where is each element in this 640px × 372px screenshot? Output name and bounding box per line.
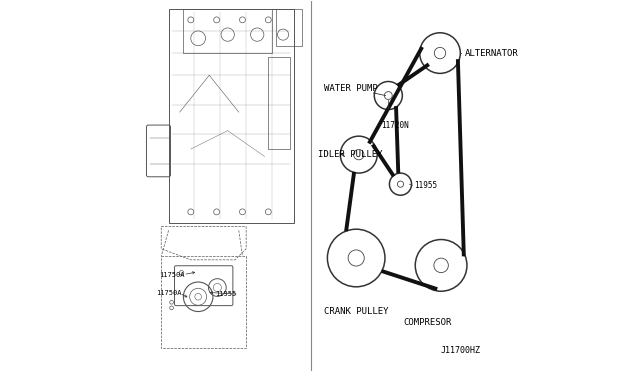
- Text: IDLER PULLEY: IDLER PULLEY: [318, 150, 383, 159]
- Bar: [168, 9, 294, 223]
- Circle shape: [328, 229, 385, 287]
- Text: CRANK PULLEY: CRANK PULLEY: [324, 307, 388, 316]
- Circle shape: [420, 33, 460, 73]
- Circle shape: [374, 81, 403, 110]
- Bar: [268, 57, 291, 149]
- Circle shape: [415, 240, 467, 291]
- Text: 11955: 11955: [415, 181, 438, 190]
- Circle shape: [389, 173, 412, 195]
- Text: ALTERNATOR: ALTERNATOR: [465, 49, 518, 58]
- Bar: [276, 9, 301, 46]
- Text: J11700HZ: J11700HZ: [440, 346, 480, 355]
- Text: 11750A: 11750A: [159, 272, 185, 278]
- Text: 11720N: 11720N: [381, 121, 409, 129]
- Text: WATER PUMP: WATER PUMP: [324, 84, 378, 93]
- Text: 11955: 11955: [215, 291, 236, 297]
- Circle shape: [340, 136, 377, 173]
- Text: 11750A: 11750A: [156, 290, 181, 296]
- Text: COMPRESOR: COMPRESOR: [403, 318, 451, 327]
- Bar: [184, 9, 272, 53]
